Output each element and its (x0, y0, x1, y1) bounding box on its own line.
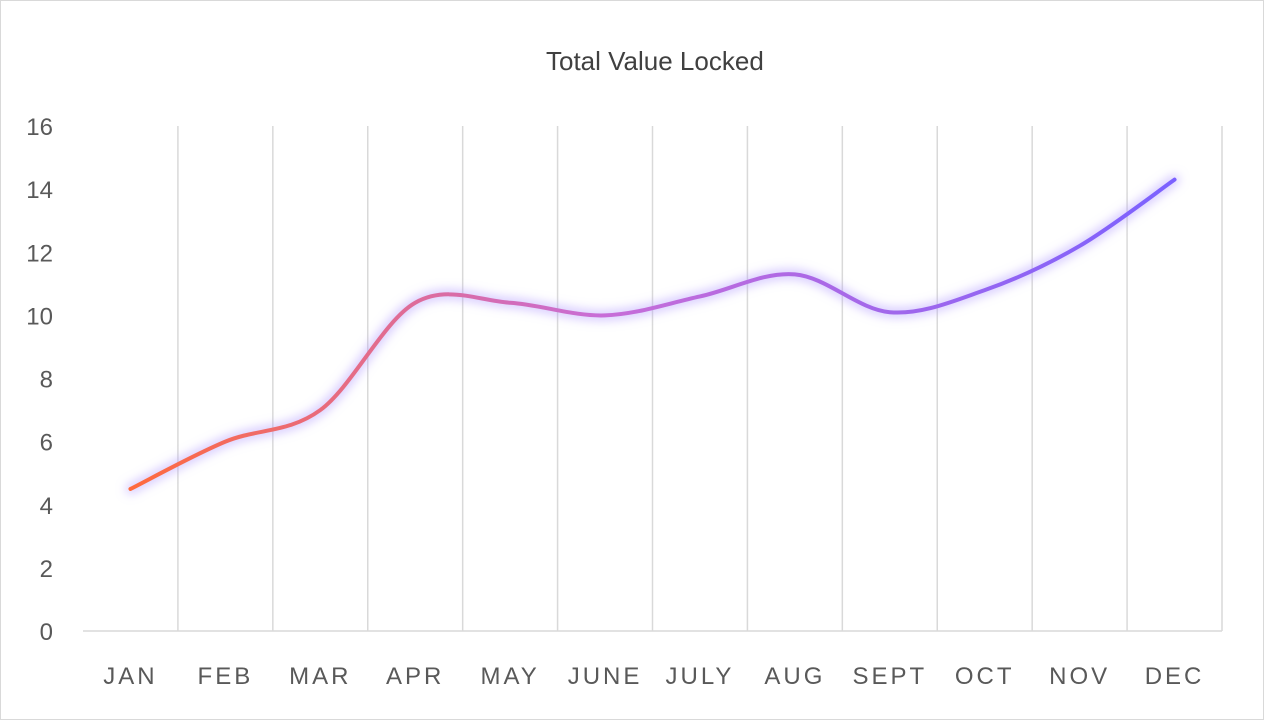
y-tick-label: 14 (26, 177, 53, 204)
data-point-aug (793, 272, 797, 276)
x-tick-label: DEC (1145, 663, 1205, 690)
data-point-feb (223, 440, 227, 444)
y-tick-label: 2 (40, 556, 53, 583)
y-tick-label: 10 (26, 303, 53, 330)
x-tick-label: MAR (289, 663, 351, 690)
series-total-value-locked (125, 174, 1180, 494)
x-tick-label: JAN (103, 663, 157, 690)
data-point-may (508, 301, 512, 305)
x-tick-label: OCT (955, 663, 1015, 690)
data-point-mar (318, 408, 322, 412)
x-tick-label: APR (386, 663, 444, 690)
x-tick-label: JULY (666, 663, 735, 690)
data-point-nov (1078, 244, 1082, 248)
series-line (128, 177, 1177, 491)
x-tick-label: MAY (481, 663, 540, 690)
data-point-dec (1173, 178, 1177, 182)
data-point-oct (983, 288, 987, 292)
data-point-july (698, 294, 702, 298)
data-point-june (603, 313, 607, 317)
y-tick-label: 12 (26, 240, 53, 267)
y-axis-ticks: 0 2 4 6 8 10 12 14 16 (26, 114, 53, 646)
x-tick-label: SEPT (852, 663, 927, 690)
legend-label: Total Value Locked (546, 46, 764, 76)
x-tick-label: FEB (198, 663, 254, 690)
gridlines (177, 126, 1223, 631)
x-tick-label: AUG (764, 663, 825, 690)
data-point-jan (128, 487, 132, 491)
data-point-apr (413, 301, 417, 305)
y-tick-label: 8 (40, 367, 53, 394)
x-tick-label: JUNE (568, 663, 643, 690)
legend: Total Value Locked (479, 46, 764, 76)
data-point-sept (888, 310, 892, 314)
y-tick-label: 6 (40, 430, 53, 457)
y-tick-label: 0 (40, 619, 53, 646)
x-tick-label: NOV (1049, 663, 1110, 690)
x-axis-ticks: JAN FEB MAR APR MAY JUNE JULY AUG SEPT OCT NOV DEC (103, 663, 1205, 690)
y-tick-label: 16 (26, 114, 53, 141)
y-tick-label: 4 (40, 493, 53, 520)
